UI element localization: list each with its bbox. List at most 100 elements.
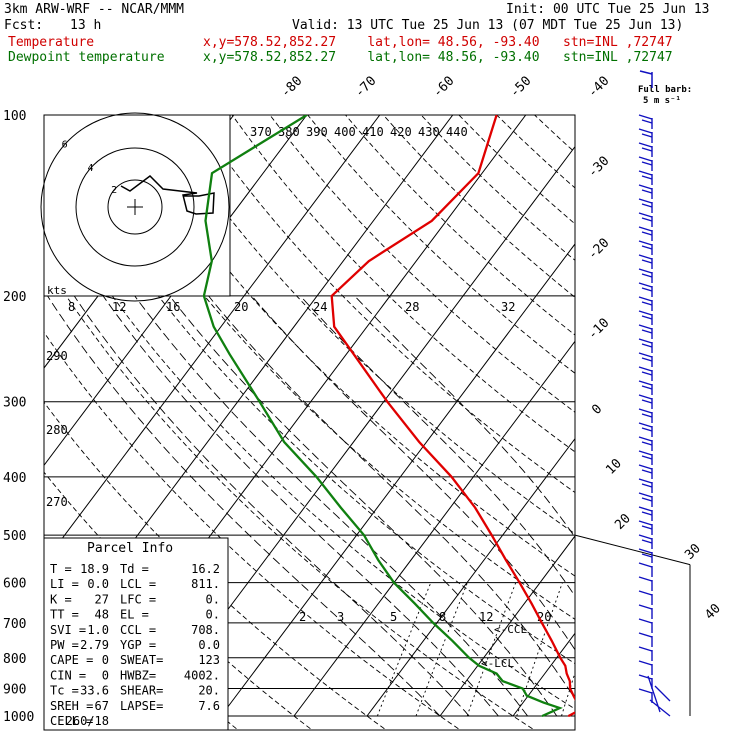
isotherm-line bbox=[44, 115, 308, 467]
dry-adiabat-line bbox=[193, 115, 575, 494]
moist-adiabat-line bbox=[134, 295, 528, 717]
wind-barb-flag bbox=[638, 520, 653, 526]
hodograph-trace bbox=[120, 175, 215, 215]
dry-adiabat-line bbox=[458, 115, 575, 225]
wind-barb-flag bbox=[641, 217, 653, 222]
parcel-info-cell: LFC = bbox=[120, 592, 156, 606]
parcel-info-cell: CAPE = bbox=[50, 653, 93, 667]
isotherm-line bbox=[220, 243, 575, 717]
sounding-point bbox=[212, 325, 215, 328]
pressure-tick-label: 300 bbox=[3, 396, 26, 411]
wind-barb bbox=[638, 618, 653, 633]
isotherm-tick-label: -30 bbox=[585, 154, 612, 181]
wind-barb-flag bbox=[638, 310, 653, 316]
sounding-point bbox=[265, 139, 268, 141]
wind-barb bbox=[638, 534, 653, 549]
wind-barb bbox=[638, 212, 653, 227]
sounding-point bbox=[541, 715, 543, 717]
wind-barb bbox=[638, 450, 653, 465]
wind-barb bbox=[638, 282, 653, 297]
wind-barb bbox=[638, 380, 653, 395]
parcel-info-cell: 1.0 bbox=[87, 623, 109, 637]
parcel-info-cell: HWBZ= bbox=[120, 668, 156, 682]
wind-barb-flag bbox=[641, 259, 653, 264]
init-time: Init: 00 UTC Tue 25 Jun 13 bbox=[506, 2, 710, 17]
wind-barb bbox=[638, 562, 653, 577]
sounding-point bbox=[501, 680, 504, 682]
sounding-point bbox=[477, 172, 480, 174]
wind-barb-flag bbox=[638, 198, 653, 204]
pressure-tick-label: 400 bbox=[3, 471, 26, 486]
parcel-info-cell: 0.0 bbox=[198, 638, 220, 652]
sounding-point bbox=[505, 559, 507, 561]
parcel-info-cell: 48 bbox=[95, 608, 109, 622]
sounding-point bbox=[377, 559, 380, 561]
temperature-line bbox=[330, 115, 575, 718]
parcel-info-cell: 2.79 bbox=[80, 638, 109, 652]
sounding-point bbox=[431, 220, 433, 222]
dry-adiabat-line bbox=[44, 115, 575, 665]
dry-adiabat-tick-label: 280 bbox=[46, 423, 68, 437]
wind-barb bbox=[638, 688, 653, 703]
sounding-point bbox=[569, 680, 571, 682]
wind-barb bbox=[638, 268, 653, 283]
parcel-info-cell: SWEAT= bbox=[120, 653, 163, 667]
wind-barb-flag bbox=[641, 133, 653, 138]
sounding-point bbox=[306, 115, 308, 116]
parcel-info-cell: Tc = bbox=[50, 684, 79, 698]
sounding-point bbox=[559, 657, 562, 659]
sounding-point bbox=[580, 707, 582, 709]
sounding-point bbox=[393, 581, 395, 584]
parcel-info-cell: 0 bbox=[102, 668, 109, 682]
wind-barb bbox=[638, 170, 653, 185]
wind-barb-flag bbox=[638, 562, 653, 568]
parcel-info-cell: SHEAR= bbox=[120, 684, 163, 698]
parcel-info-cell: LAPSE= bbox=[120, 699, 163, 713]
isotherm-tick-label: 10 bbox=[603, 456, 625, 478]
dewpoint-series bbox=[202, 115, 563, 718]
moist-adiabat-line bbox=[354, 295, 575, 539]
isotherm-tick-label: 0 bbox=[589, 402, 605, 418]
moist-adiabat-line bbox=[251, 295, 575, 651]
dry-adiabat-tick-label: 290 bbox=[46, 349, 68, 363]
wind-barb-flag bbox=[638, 128, 653, 134]
parcel-info-cell: EL = bbox=[120, 608, 149, 622]
wind-barb-flag bbox=[641, 553, 653, 558]
isotherm-tick-label: -40 bbox=[585, 74, 612, 101]
wind-barb-flag bbox=[638, 240, 653, 246]
forecast-hour: 13 h bbox=[70, 18, 102, 33]
wind-barb bbox=[638, 114, 653, 129]
wind-barb-flag bbox=[641, 413, 653, 418]
sounding-point bbox=[204, 220, 207, 222]
wind-barb-flag bbox=[638, 576, 653, 582]
parcel-info-cell: Td = bbox=[120, 562, 149, 576]
sounding-point bbox=[542, 701, 545, 704]
plot-frame bbox=[43, 114, 576, 731]
wind-barb-flag bbox=[641, 301, 653, 306]
isotherm-line bbox=[732, 115, 740, 716]
sounding-point bbox=[530, 602, 533, 605]
parcel-info-cell: 0. bbox=[206, 608, 220, 622]
parcel-info-cell: 811. bbox=[191, 577, 220, 591]
wind-barb-flag bbox=[641, 161, 653, 166]
pressure-tick-label: 600 bbox=[3, 577, 26, 592]
dry-adiabat-line bbox=[307, 115, 575, 374]
wind-barb bbox=[638, 296, 653, 311]
sounding-point bbox=[386, 400, 389, 403]
wind-barb-flag bbox=[638, 170, 653, 176]
isotherm-tick-label: 30 bbox=[682, 541, 704, 563]
wind-barb-flag bbox=[638, 632, 653, 638]
sounding-point bbox=[551, 640, 553, 642]
parcel-info-cell: K = bbox=[50, 592, 72, 606]
sounding-point bbox=[228, 353, 231, 356]
isotherm-tick-label: 20 bbox=[612, 511, 634, 533]
wind-barb bbox=[638, 464, 653, 479]
sounding-point bbox=[526, 694, 528, 697]
wind-barb bbox=[638, 128, 653, 143]
wind-barb-flag bbox=[641, 511, 653, 516]
wind-barb-flag bbox=[641, 385, 653, 390]
sounding-point bbox=[203, 295, 205, 297]
wind-barb bbox=[638, 492, 653, 507]
parcel-info-cell: CCL = bbox=[120, 623, 156, 637]
